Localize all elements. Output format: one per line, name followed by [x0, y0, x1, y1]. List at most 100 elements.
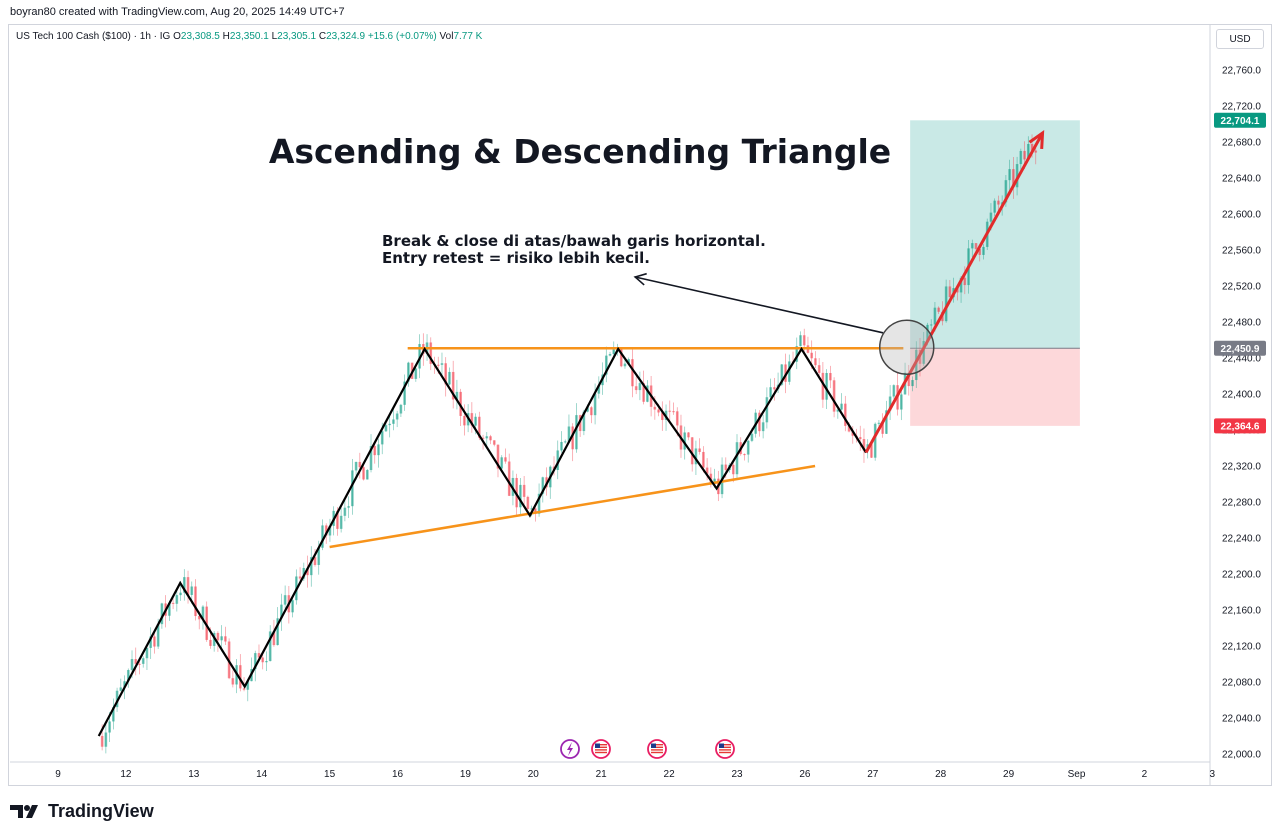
open-label: O	[173, 31, 181, 42]
retest-circle[interactable]	[879, 319, 935, 375]
candle-body	[593, 393, 597, 416]
candle-body	[683, 432, 687, 450]
candle-body	[914, 349, 918, 381]
us-flag-icon[interactable]	[591, 739, 611, 759]
candle-body	[358, 461, 362, 468]
candle-body	[653, 406, 657, 410]
candle-body	[365, 470, 369, 480]
candle-body	[216, 632, 220, 641]
candle-body	[858, 437, 862, 440]
symbol-name[interactable]: US Tech 100 Cash ($100) · 1h · IG	[16, 31, 171, 42]
x-tick-label: 16	[392, 769, 404, 780]
candle-body	[496, 444, 500, 469]
candle-body	[153, 636, 156, 647]
candle-body	[392, 419, 395, 424]
chart-title: Ascending & Descending Triangle	[269, 132, 891, 171]
candle-body	[836, 409, 840, 412]
y-tick-label: 22,760.0	[1222, 66, 1261, 77]
candle-body	[892, 385, 896, 397]
breakout-arrow-line[interactable]	[864, 132, 1044, 454]
candle-body	[429, 342, 433, 364]
candle-body	[873, 423, 877, 458]
chart-frame	[8, 24, 1272, 786]
x-tick-label: 15	[324, 769, 336, 780]
x-tick-label: 20	[528, 769, 540, 780]
candle-body	[590, 407, 593, 416]
candle-body	[309, 557, 313, 576]
candle-body	[578, 415, 582, 432]
candle-body	[675, 411, 679, 426]
candle-body	[970, 243, 974, 249]
candle-body	[810, 352, 813, 359]
candle-body	[627, 359, 630, 364]
candle-body	[993, 200, 996, 213]
candle-body	[119, 687, 123, 691]
candle-body	[190, 586, 194, 595]
candle-body	[997, 200, 1000, 205]
candle-body	[253, 653, 257, 670]
y-tick-label: 22,040.0	[1222, 714, 1261, 725]
us-flag-icon[interactable]	[647, 739, 667, 759]
candle-body	[123, 681, 126, 688]
candle-body	[205, 606, 209, 640]
open-value: 23,308.5	[180, 31, 220, 42]
candle-body	[231, 678, 235, 685]
candle-body	[575, 415, 578, 450]
tradingview-logo: TradingView	[10, 800, 154, 822]
candle-body	[104, 732, 108, 747]
y-tick-label: 22,520.0	[1222, 282, 1261, 293]
candle-body	[963, 277, 967, 286]
candle-body	[347, 506, 350, 508]
candle-body	[414, 368, 418, 379]
us-flag-icon[interactable]	[715, 739, 735, 759]
candle-body	[126, 670, 130, 682]
candle-body	[149, 636, 152, 648]
candle-body	[825, 373, 828, 400]
annotation-pointer-line[interactable]	[634, 276, 884, 334]
zigzag-pattern-line[interactable]	[97, 346, 867, 737]
candle-body	[735, 442, 739, 475]
candle-body	[978, 248, 982, 255]
annotation-text: Entry retest = risiko lebih kecil.	[382, 249, 650, 267]
currency-button[interactable]: USD	[1216, 29, 1264, 49]
candle-body	[989, 212, 993, 222]
candle-body	[623, 363, 627, 367]
candle-body	[597, 385, 601, 394]
stop-zone[interactable]	[910, 348, 1080, 426]
vol-label: Vol	[439, 31, 454, 42]
candle-body	[380, 431, 384, 445]
candle-body	[761, 422, 765, 432]
y-tick-label: 22,200.0	[1222, 570, 1261, 581]
x-tick-label: 27	[867, 769, 879, 780]
candle-body	[758, 412, 761, 432]
x-tick-label: 21	[596, 769, 608, 780]
candle-body	[246, 681, 250, 690]
x-tick-label: 19	[460, 769, 472, 780]
candle-body	[608, 354, 612, 356]
brand-name: TradingView	[48, 800, 154, 821]
candle-body	[526, 496, 530, 509]
candle-body	[631, 359, 634, 387]
price-label-text: 22,450.9	[1221, 344, 1260, 355]
candle-body	[451, 371, 455, 400]
y-tick-label: 22,680.0	[1222, 138, 1261, 149]
lightning-icon[interactable]	[560, 739, 580, 759]
candle-body	[504, 457, 507, 462]
candle-body	[724, 464, 728, 471]
candle-body	[399, 404, 403, 414]
x-tick-label: 2	[1142, 769, 1148, 780]
y-tick-label: 22,120.0	[1222, 642, 1261, 653]
candle-body	[937, 307, 940, 312]
candle-body	[582, 411, 586, 432]
support-trendline[interactable]	[329, 464, 816, 549]
candle-body	[171, 602, 175, 604]
y-tick-label: 22,320.0	[1222, 462, 1261, 473]
candle-body	[795, 346, 799, 362]
candle-body	[257, 653, 261, 658]
price-label-target	[1214, 112, 1266, 128]
close-label: C	[318, 31, 327, 42]
candle-body	[478, 416, 481, 438]
candle-body	[130, 659, 134, 671]
candle-body	[328, 525, 332, 536]
